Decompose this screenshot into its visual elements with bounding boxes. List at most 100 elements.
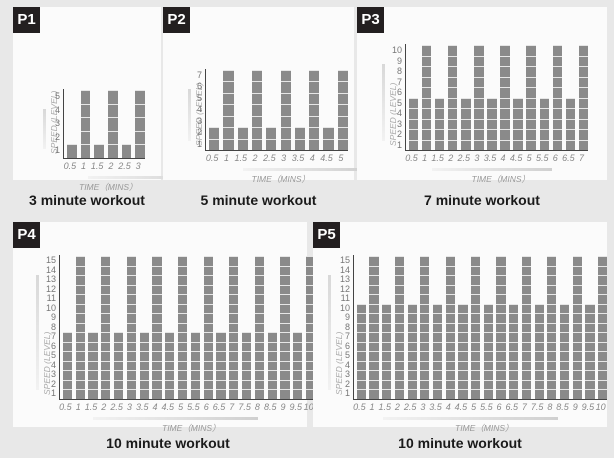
x-tick-label: 2.5: [403, 402, 417, 412]
bar-segment: [80, 144, 91, 158]
bar-segment: [203, 256, 213, 266]
bar-segment: [407, 332, 417, 342]
y-tick-label: 5: [54, 91, 60, 101]
bar-segment: [598, 341, 608, 352]
bar-segment: [203, 360, 213, 371]
bar-segment: [203, 370, 213, 380]
x-axis-line: [205, 150, 348, 151]
bar-segment: [369, 351, 379, 361]
bar-segment: [177, 370, 188, 380]
bar-segment: [126, 313, 136, 323]
bar-segment: [101, 322, 111, 333]
caption-p2: 5 minute workout: [200, 192, 317, 208]
bar-segment: [521, 322, 532, 333]
bar: [382, 303, 392, 399]
bar-segment: [241, 341, 252, 352]
bar-segment: [483, 370, 493, 380]
bar-segment: [521, 370, 532, 380]
bar-segment: [254, 313, 264, 323]
bar: [394, 256, 405, 399]
bar-segment: [448, 87, 458, 98]
bar-segment: [229, 379, 239, 390]
bar-segment: [293, 341, 303, 352]
bar-segment: [75, 313, 85, 323]
y-tick-label: 12: [339, 283, 350, 294]
bar-segment: [267, 332, 277, 342]
x-tick-label: 9.5: [289, 402, 303, 412]
bar-segment: [458, 351, 468, 361]
bar-segment: [598, 284, 608, 295]
bar-segment: [126, 256, 136, 266]
bar-segment: [521, 303, 532, 314]
bar-segment: [223, 104, 234, 116]
bar-segment: [107, 103, 118, 118]
bar-segment: [280, 313, 290, 323]
bar-segment: [305, 256, 316, 266]
bar-segment: [254, 379, 264, 390]
bar-segment: [209, 138, 220, 150]
bar: [266, 127, 277, 150]
bar-segment: [445, 341, 455, 352]
x-tick-label: 2.5: [118, 161, 131, 171]
bar-segment: [471, 313, 481, 323]
bar-segment: [474, 108, 484, 119]
bar-segment: [474, 76, 484, 87]
bar-segment: [309, 81, 320, 93]
bar-segment: [165, 341, 175, 352]
bar-segment: [165, 360, 175, 371]
bar-segment: [369, 256, 379, 266]
bar-segment: [572, 360, 582, 371]
x-tick-label: 5: [178, 402, 184, 412]
y-tick-label: 1: [344, 388, 350, 399]
bar-segment: [407, 341, 417, 352]
bar-segment: [547, 379, 557, 390]
bar: [559, 303, 570, 399]
bar: [408, 97, 419, 150]
bar-segment: [216, 332, 226, 342]
bar-segment: [293, 370, 303, 380]
bar-segment: [585, 360, 595, 371]
bar-segment: [309, 70, 320, 82]
bar-segment: [223, 70, 234, 82]
bar-segment: [305, 389, 316, 399]
bar-segment: [432, 332, 443, 342]
bar-segment: [394, 332, 405, 342]
bar-segment: [203, 351, 213, 361]
bar-segment: [126, 284, 136, 295]
x-tick-label: 4: [152, 402, 158, 412]
bar-segment: [445, 379, 455, 390]
bar-segment: [513, 129, 523, 140]
x-tick-label: 1: [80, 161, 86, 171]
bar-segment: [75, 379, 85, 390]
bar-segment: [394, 322, 405, 333]
bar-segment: [356, 332, 366, 342]
bar-segment: [552, 129, 563, 140]
bar-segment: [101, 379, 111, 390]
bar-segment: [267, 341, 277, 352]
bar-segment: [126, 265, 136, 276]
bar-segment: [471, 389, 481, 399]
bar-segment: [509, 389, 519, 399]
bar-segment: [394, 275, 405, 285]
bar-segment: [88, 351, 98, 361]
bar-segment: [356, 389, 366, 399]
bar-segment: [203, 284, 213, 295]
bar-segment: [448, 45, 458, 56]
bar-segment: [526, 45, 536, 56]
bar-segment: [280, 70, 291, 82]
bar-segment: [483, 332, 493, 342]
bar-segment: [280, 332, 290, 342]
bar-segment: [559, 303, 570, 314]
bar-segment: [474, 139, 484, 150]
bar-segment: [458, 360, 468, 371]
bar-segment: [565, 129, 576, 140]
bar-segment: [75, 341, 85, 352]
bar-segment: [483, 322, 493, 333]
bar-segment: [126, 332, 136, 342]
bar-segment: [75, 256, 85, 266]
bar-segment: [305, 360, 316, 371]
x-axis-label: TIME（MINS）: [455, 423, 514, 433]
panel-p5: P5 SPEED (LEVEL) TIME（MINS） 0.5 1 1.5 2 2.5 3 3.5…: [313, 222, 608, 433]
bar-segment: [229, 275, 239, 285]
bar-segment: [572, 389, 582, 399]
